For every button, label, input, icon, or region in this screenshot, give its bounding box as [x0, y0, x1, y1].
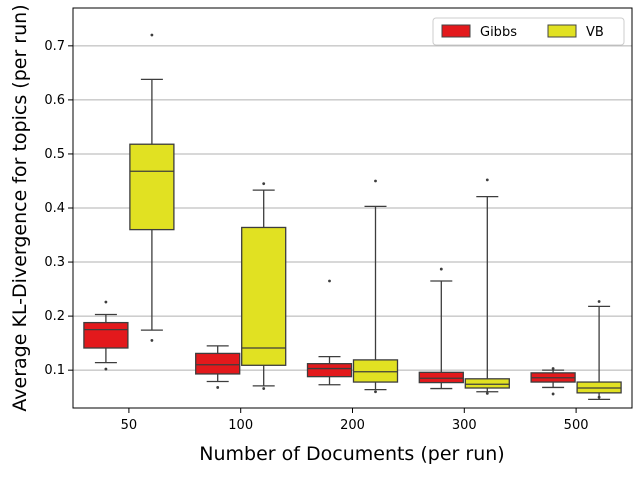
x-axis-ticks: 50 100 200 300 500 — [121, 408, 589, 433]
y-tick-label: 0.4 — [44, 201, 65, 216]
x-tick-label: 100 — [228, 418, 253, 433]
y-tick-label: 0.5 — [44, 147, 65, 162]
box-iqr — [352, 359, 399, 383]
box-vb-500 — [576, 300, 622, 401]
box-gibbs-100 — [195, 345, 241, 389]
box-iqr — [83, 321, 129, 349]
box-gibbs-500 — [530, 367, 576, 396]
x-tick-label: 200 — [340, 418, 365, 433]
outlier-point — [374, 390, 377, 394]
outlier-point — [262, 387, 266, 390]
outlier-point — [597, 300, 601, 303]
y-tick-label: 0.6 — [44, 93, 65, 108]
outlier-point — [597, 395, 601, 399]
outlier-point — [150, 339, 154, 342]
x-tick-label: 300 — [452, 418, 477, 433]
y-axis-label: Average KL-Divergence for topics (per ru… — [9, 4, 31, 411]
box-vb-200 — [352, 179, 399, 394]
box-iqr — [418, 371, 464, 384]
box-vb-300 — [464, 178, 510, 395]
outlier-point — [374, 179, 377, 183]
legend-label-gibbs: Gibbs — [480, 25, 517, 40]
box-iqr — [306, 363, 353, 378]
box-gibbs-200 — [306, 279, 353, 386]
box-vb-100 — [241, 182, 287, 390]
box-iqr — [195, 352, 241, 375]
outlier-point — [551, 367, 555, 370]
legend-label-vb: VB — [586, 25, 604, 40]
box-iqr — [129, 143, 175, 231]
x-tick-label: 500 — [564, 418, 589, 433]
legend-swatch-vb — [547, 24, 577, 38]
outlier-point — [150, 33, 154, 37]
outlier-point — [262, 182, 266, 186]
outlier-point — [551, 392, 555, 396]
x-axis-label: Number of Documents (per run) — [199, 443, 504, 465]
box-gibbs-50 — [83, 300, 129, 371]
outlier-point — [439, 267, 443, 271]
outlier-point — [485, 392, 489, 395]
box-plots — [83, 33, 622, 401]
box-iqr — [464, 378, 510, 389]
outlier-point — [104, 367, 108, 371]
outlier-point — [104, 300, 108, 304]
y-tick-label: 0.1 — [44, 363, 65, 378]
x-tick-label: 50 — [121, 418, 138, 433]
box-vb-50 — [129, 33, 175, 342]
legend-swatch-gibbs — [441, 24, 471, 38]
outlier-point — [328, 279, 331, 283]
outlier-point — [485, 178, 489, 182]
y-tick-label: 0.7 — [44, 39, 65, 54]
legend: Gibbs VB — [432, 17, 625, 46]
box-gibbs-300 — [418, 267, 464, 390]
box-iqr — [241, 226, 287, 366]
y-axis-ticks: 0.1 0.2 0.3 0.4 0.5 0.6 0.7 — [44, 39, 73, 378]
outlier-point — [216, 386, 220, 389]
y-tick-label: 0.2 — [44, 309, 65, 324]
y-tick-label: 0.3 — [44, 255, 65, 270]
